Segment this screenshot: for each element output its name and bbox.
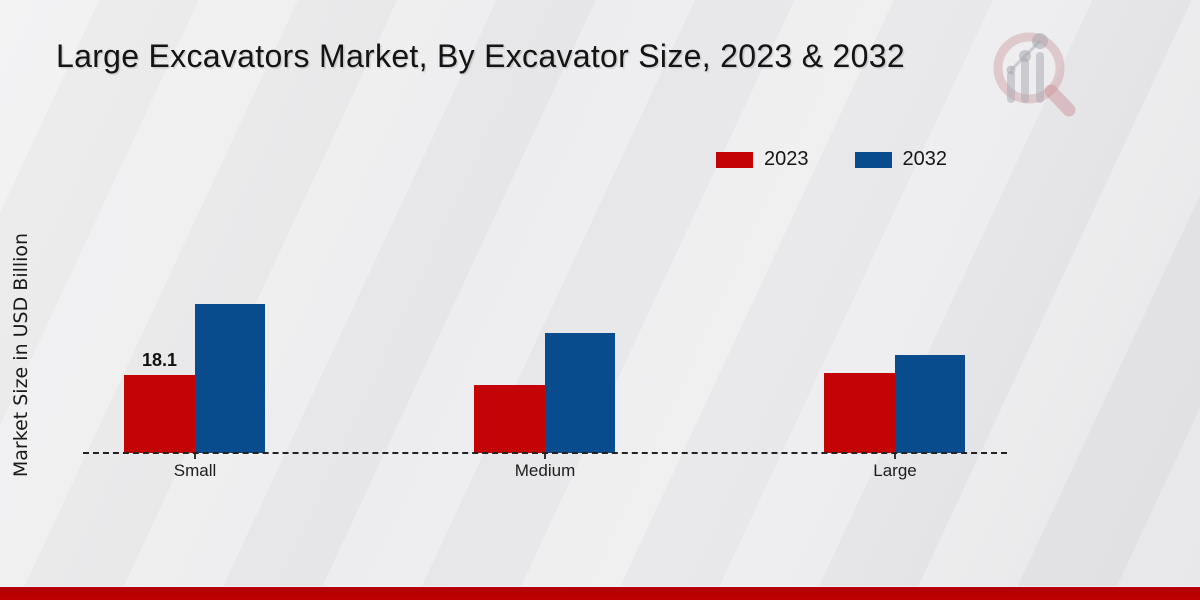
category-label-large: Large [873,461,917,480]
legend: 2023 2032 [716,148,947,171]
bar-2032-medium [545,333,615,453]
bar-2032-small [195,304,265,453]
mrfr-watermark-logo-icon [993,32,1076,117]
legend-item-2032: 2032 [854,148,948,171]
legend-swatch-icon [854,151,892,168]
bar-2023-large [824,373,895,453]
bar-value-label: 18.1 [141,350,178,370]
bottom-red-band [0,586,1200,600]
bar-2023-small [124,375,195,453]
bar-2032-large [895,355,965,453]
legend-label: 2032 [902,148,948,170]
x-axis-baseline [83,452,1007,454]
category-label-small: Small [173,461,217,480]
bar-2023-medium [474,385,545,453]
legend-label: 2023 [764,148,809,170]
category-label-medium: Medium [514,461,576,480]
x-axis-tick [194,453,196,459]
x-axis-tick [544,453,546,459]
legend-item-2023: 2023 [716,148,809,171]
chart-title: Large Excavators Market, By Excavator Si… [56,38,905,74]
x-axis-tick [894,453,896,459]
legend-swatch-icon [716,151,753,168]
